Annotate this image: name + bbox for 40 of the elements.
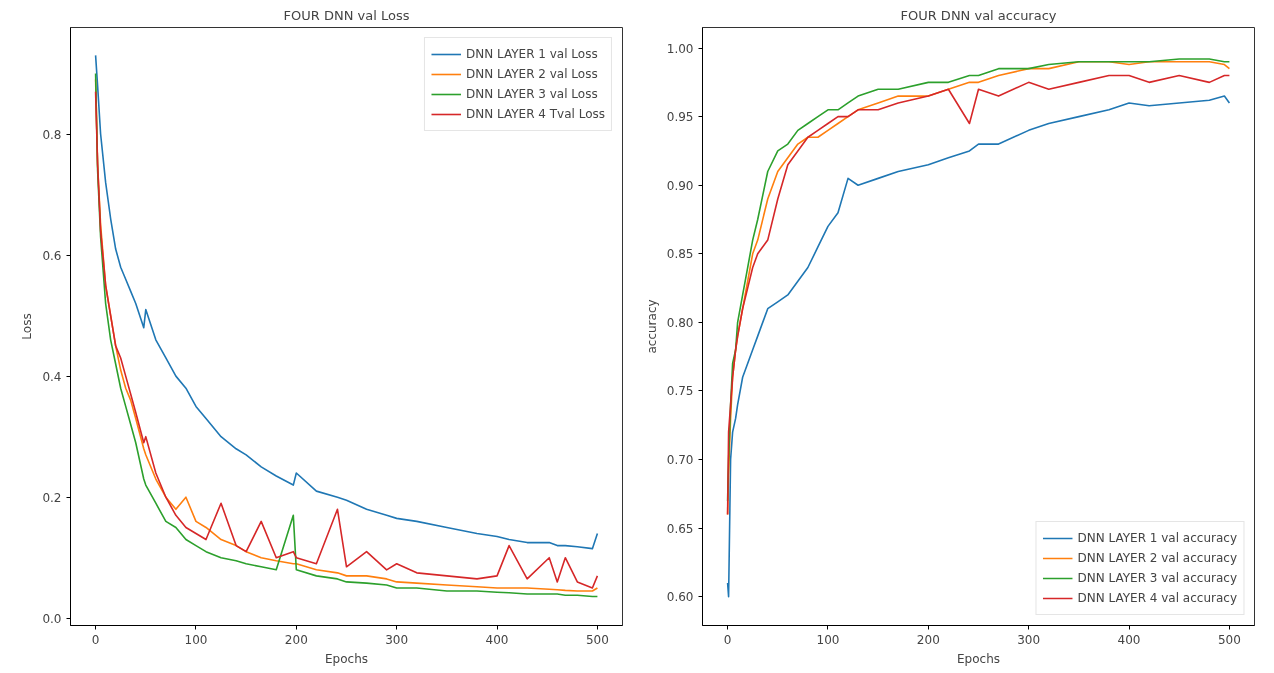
legend-label: DNN LAYER 2 val Loss — [465, 67, 598, 81]
legend-label: DNN LAYER 1 val accuracy — [1077, 531, 1237, 545]
y-tick-label: 0.65 — [666, 521, 694, 536]
y-tick-label: 0.70 — [666, 453, 694, 468]
y-axis-title: Loss — [20, 313, 35, 340]
chart-title: FOUR DNN val accuracy — [900, 7, 1057, 23]
x-tick-label: 500 — [585, 632, 609, 647]
x-tick-label: 100 — [816, 632, 840, 647]
y-tick-label: 0.85 — [666, 247, 694, 262]
chart-title: FOUR DNN val Loss — [283, 7, 410, 23]
y-tick-label: 0.60 — [666, 590, 694, 605]
x-axis-title: Epochs — [957, 651, 1000, 666]
x-tick-label: 100 — [184, 632, 208, 647]
legend-label: DNN LAYER 3 val Loss — [465, 87, 598, 101]
x-tick-label: 500 — [1217, 632, 1241, 647]
x-axis-title: Epochs — [325, 651, 368, 666]
x-tick-label: 400 — [485, 632, 509, 647]
y-tick-label: 0.2 — [42, 490, 62, 505]
x-tick-label: 0 — [723, 632, 732, 647]
x-tick-label: 300 — [385, 632, 409, 647]
legend-label: DNN LAYER 4 val accuracy — [1077, 591, 1237, 605]
y-axis-title: accuracy — [644, 299, 659, 354]
y-tick-label: 0.4 — [42, 369, 62, 384]
y-tick-label: 0.95 — [666, 110, 694, 125]
x-tick-label: 0 — [91, 632, 100, 647]
y-tick-label: 0.8 — [42, 127, 62, 142]
y-tick-label: 0.75 — [666, 384, 694, 399]
x-tick-label: 400 — [1117, 632, 1141, 647]
legend-label: DNN LAYER 1 val Loss — [465, 47, 598, 61]
legend-label: DNN LAYER 3 val accuracy — [1077, 571, 1237, 585]
y-tick-label: 0.0 — [42, 611, 62, 626]
legend-label: DNN LAYER 2 val accuracy — [1077, 551, 1237, 565]
x-tick-label: 300 — [1017, 632, 1041, 647]
x-tick-label: 200 — [284, 632, 308, 647]
legend-label: DNN LAYER 4 Tval Loss — [465, 107, 605, 121]
y-tick-label: 0.90 — [666, 178, 694, 193]
y-tick-label: 0.6 — [42, 248, 62, 263]
x-tick-label: 200 — [916, 632, 940, 647]
y-tick-label: 1.00 — [666, 41, 694, 56]
y-tick-label: 0.80 — [666, 315, 694, 330]
